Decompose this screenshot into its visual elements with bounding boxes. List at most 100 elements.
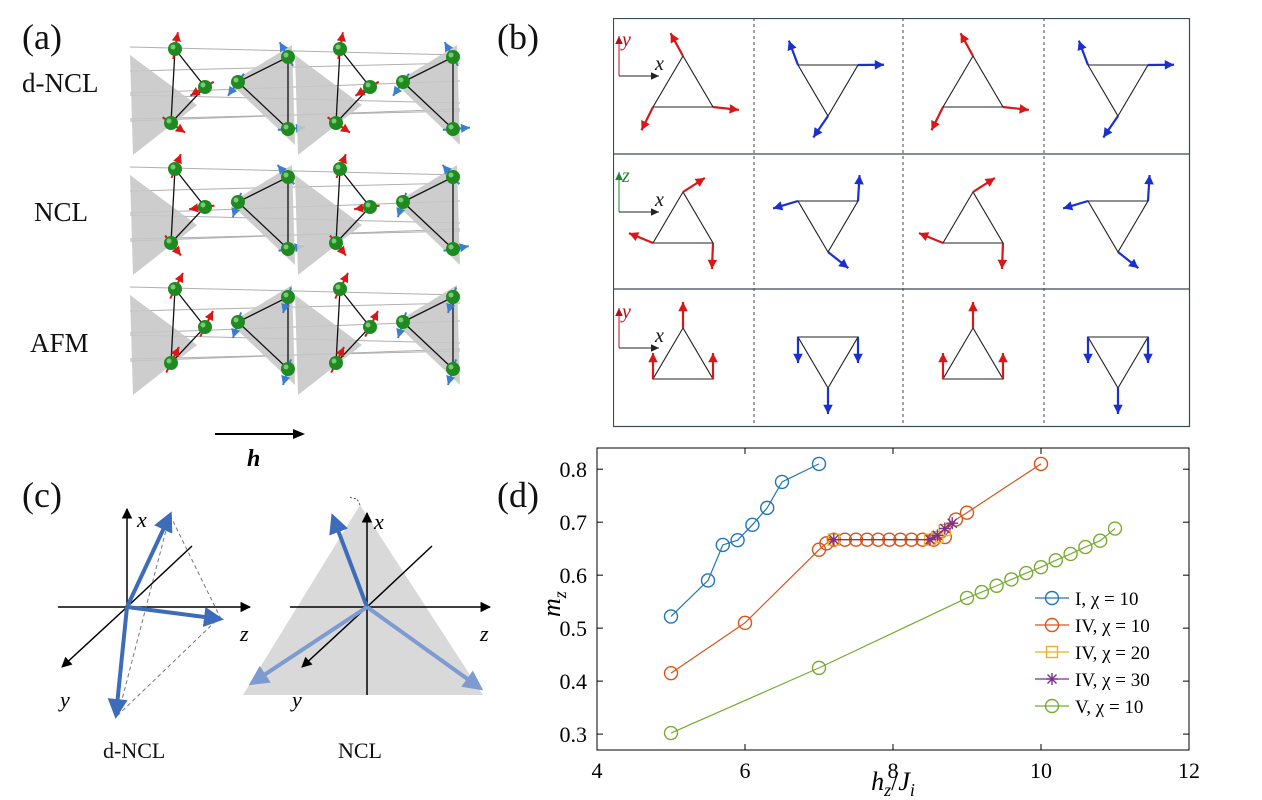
data-point	[1078, 539, 1093, 555]
arrow-head	[170, 347, 180, 358]
data-point	[1063, 546, 1078, 562]
arrow-head	[793, 353, 803, 363]
data-point	[1093, 533, 1108, 548]
ncl-y-label: y	[290, 687, 302, 712]
spin-site	[198, 80, 212, 94]
legend-label: V, χ = 10	[1075, 697, 1143, 718]
field-arrow	[215, 429, 305, 439]
data-point	[946, 517, 959, 530]
spin-site	[333, 282, 347, 296]
arrow-head	[396, 328, 406, 338]
legend-label: IV, χ = 20	[1075, 643, 1150, 664]
triangle-plane	[295, 295, 362, 395]
data-point	[745, 517, 760, 533]
arrow-head	[1113, 404, 1123, 414]
spin-cell-r3-c3	[938, 302, 1008, 380]
spin-cell-r1-c1	[640, 32, 739, 131]
spin-site	[281, 362, 295, 376]
spin-cell-r2-c1	[628, 177, 718, 270]
spin-site	[396, 195, 410, 209]
triangle-plane	[130, 55, 197, 155]
triangle-plane	[295, 175, 362, 275]
arrow-head	[336, 32, 346, 42]
series-line	[670, 463, 1042, 674]
axis-label-vertical: z	[621, 165, 630, 187]
arrow-head	[1019, 104, 1029, 114]
arrow-head	[670, 33, 680, 44]
lattice-row-afm	[129, 272, 461, 395]
arrow-head	[651, 208, 659, 216]
axis-label-horizontal: x	[654, 189, 664, 211]
spin-site	[329, 236, 343, 250]
arrow-head	[442, 164, 452, 175]
arrow-head	[838, 258, 849, 269]
data-point	[663, 609, 679, 624]
panel-a-lattice: h	[129, 32, 470, 472]
arrow-head	[175, 123, 186, 133]
series-4	[827, 517, 959, 546]
panel-c-vectors: x z y x z y	[58, 496, 492, 719]
ncl-x-label: x	[373, 509, 384, 534]
spin-cell-r1-c3	[930, 32, 1029, 131]
data-point	[959, 505, 975, 520]
spin-site	[231, 315, 245, 329]
data-point	[1107, 521, 1123, 536]
spin-site	[281, 122, 295, 136]
spin-site	[168, 42, 182, 56]
x-tick-label: 12	[1178, 758, 1200, 783]
arrow-head	[396, 207, 406, 218]
lattice-row-d-ncl	[129, 32, 470, 155]
data-point	[730, 532, 745, 548]
spin-site	[231, 75, 245, 89]
arrow-head	[1083, 353, 1093, 363]
arrow-head	[931, 119, 940, 131]
arrow-head	[281, 375, 291, 385]
lattice-row-ncl	[129, 153, 469, 275]
data-point	[759, 500, 775, 516]
arrow-head	[708, 353, 718, 363]
ncl-diagram: x z y	[243, 496, 492, 712]
dncl-x-label: x	[136, 507, 147, 532]
series-1	[663, 456, 827, 624]
spin-site	[446, 242, 460, 256]
arrow-head	[189, 203, 199, 213]
arrow-head	[459, 243, 469, 253]
arrow-head	[707, 259, 718, 269]
panel-d-letter: (d)	[497, 475, 539, 515]
data-point	[1019, 565, 1034, 581]
y-tick-label: 0.7	[560, 510, 588, 535]
arrow-head	[227, 85, 238, 96]
dncl-z-label: z	[239, 621, 249, 646]
arrow-head	[854, 175, 864, 185]
y-tick-label: 0.4	[560, 669, 588, 694]
spin-site	[281, 242, 295, 256]
arrow-head	[446, 375, 456, 385]
y-tick-label: 0.3	[560, 722, 588, 747]
data-point	[811, 456, 827, 472]
legend-marker	[1045, 645, 1059, 659]
y-tick-label: 0.6	[560, 563, 588, 588]
legend-marker	[1044, 698, 1060, 714]
spin-cell-r2-c2	[772, 174, 864, 270]
arrow-head	[998, 353, 1008, 363]
panel-c-letter: (c)	[22, 475, 62, 515]
data-point	[715, 537, 731, 553]
arrow-head	[173, 154, 182, 165]
axes-indicator-row-2: zx	[615, 165, 664, 216]
series-5	[663, 521, 1123, 741]
legend-entry-1: I, χ = 10	[1035, 589, 1138, 610]
spin-cell-r2-c3	[918, 177, 1008, 270]
field-label: h	[247, 446, 260, 472]
data-point	[1048, 553, 1063, 568]
data-point	[959, 590, 975, 606]
arrow-head	[678, 302, 688, 312]
legend-entry-3: IV, χ = 20	[1035, 643, 1150, 664]
arrow-head	[787, 40, 797, 51]
arrow-head	[277, 164, 287, 175]
x-tick-label: 6	[740, 758, 751, 783]
spin-site	[168, 282, 182, 296]
arrow-head	[853, 353, 863, 363]
spin-site	[281, 170, 295, 184]
legend-entry-2: IV, χ = 10	[1035, 616, 1150, 637]
ncl-y-axis	[301, 606, 368, 668]
